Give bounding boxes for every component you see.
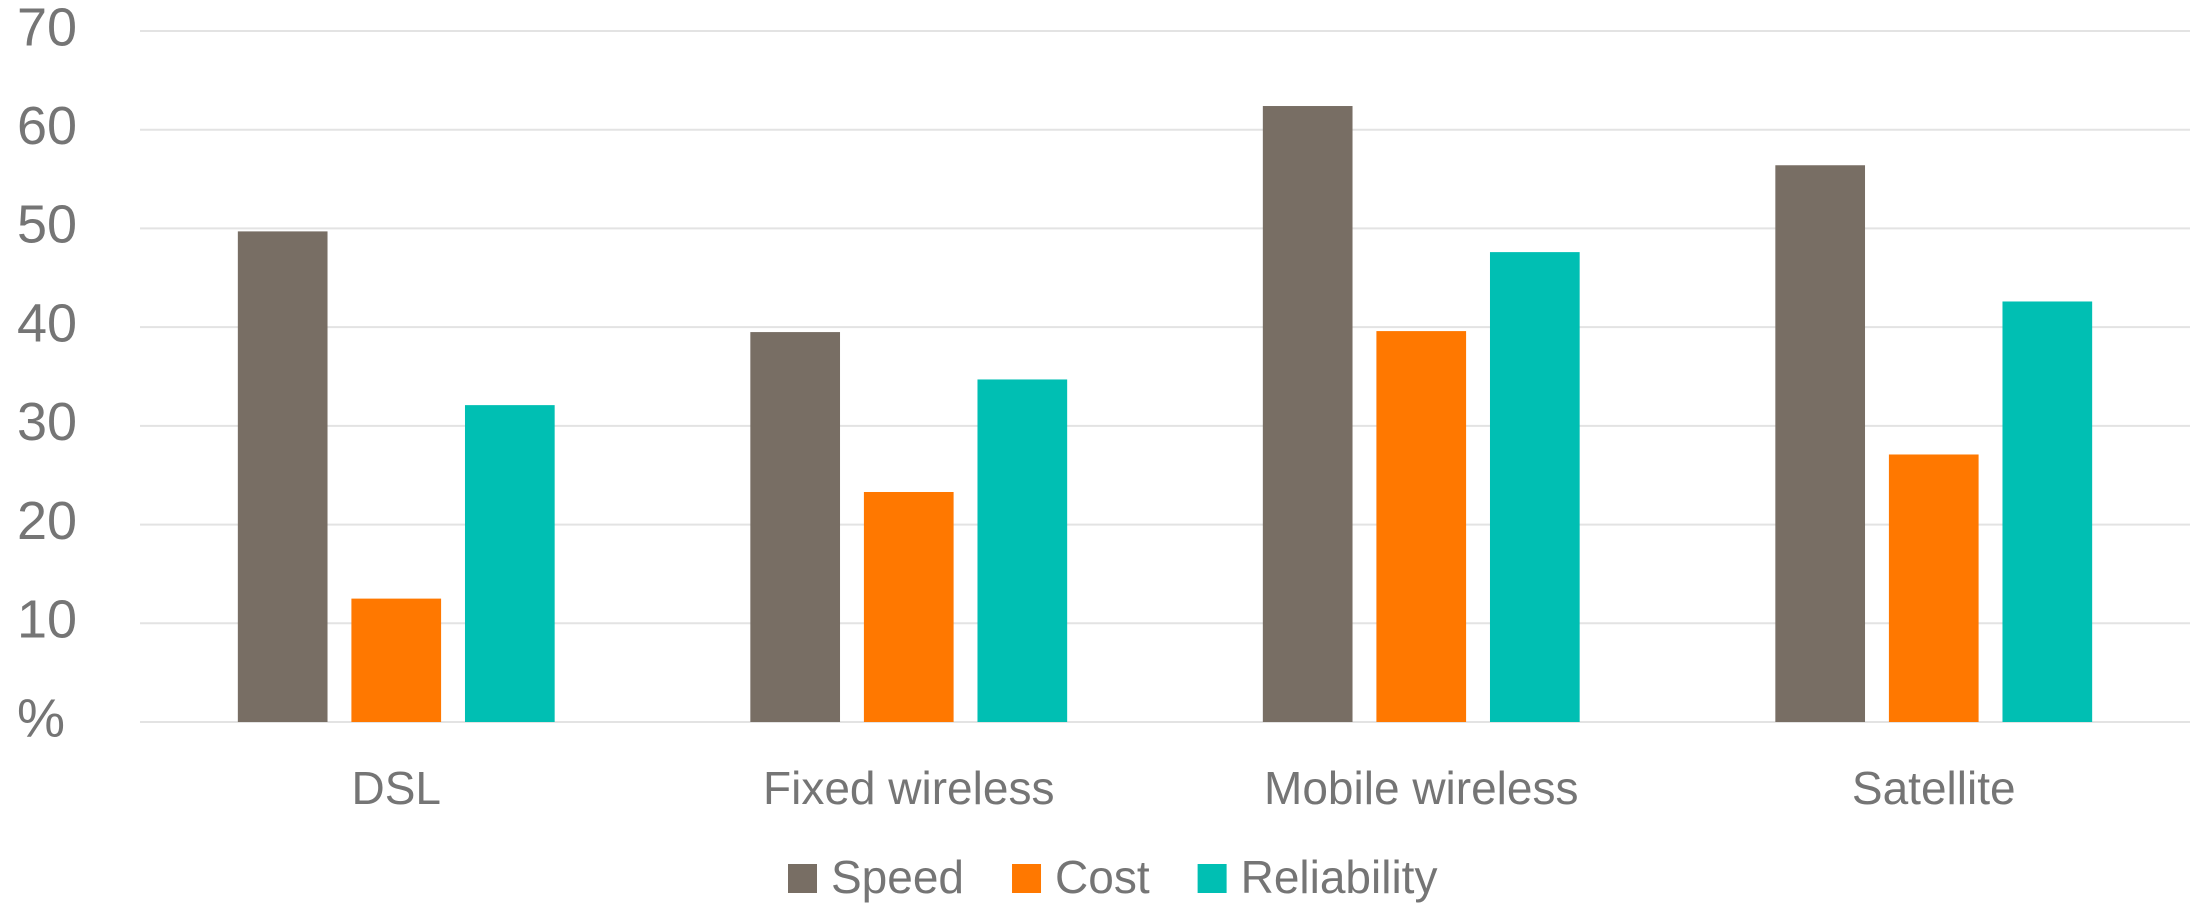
x-tick-label: Fixed wireless [763, 762, 1054, 814]
y-tick-label: 20 [17, 491, 77, 551]
y-tick-label: 60 [17, 96, 77, 156]
bar [351, 598, 442, 722]
legend-label: Speed [831, 851, 964, 903]
x-tick-label: Satellite [1852, 762, 2016, 814]
legend-label: Cost [1055, 851, 1150, 903]
y-tick-label: 30 [17, 392, 77, 452]
y-tick-label: 10 [17, 590, 77, 650]
legend-swatch [788, 864, 817, 893]
bar [1262, 106, 1353, 723]
legend-label: Reliability [1241, 851, 1438, 903]
bar [863, 491, 954, 722]
y-tick-label: 70 [17, 0, 77, 57]
legend-swatch [1197, 864, 1227, 893]
bar [2002, 301, 2093, 722]
bar [464, 405, 555, 722]
bar [1775, 165, 1866, 722]
legend-swatch [1012, 864, 1042, 893]
bar [977, 379, 1068, 722]
y-tick-label: % [17, 688, 65, 748]
bar [237, 231, 328, 722]
bar [750, 332, 841, 722]
bar [1888, 454, 1979, 722]
x-tick-label: Mobile wireless [1264, 762, 1578, 814]
bar [1489, 252, 1580, 722]
y-tick-label: 40 [17, 293, 77, 353]
bar [1376, 331, 1467, 722]
x-tick-label: DSL [352, 762, 441, 814]
y-tick-label: 50 [17, 195, 77, 255]
